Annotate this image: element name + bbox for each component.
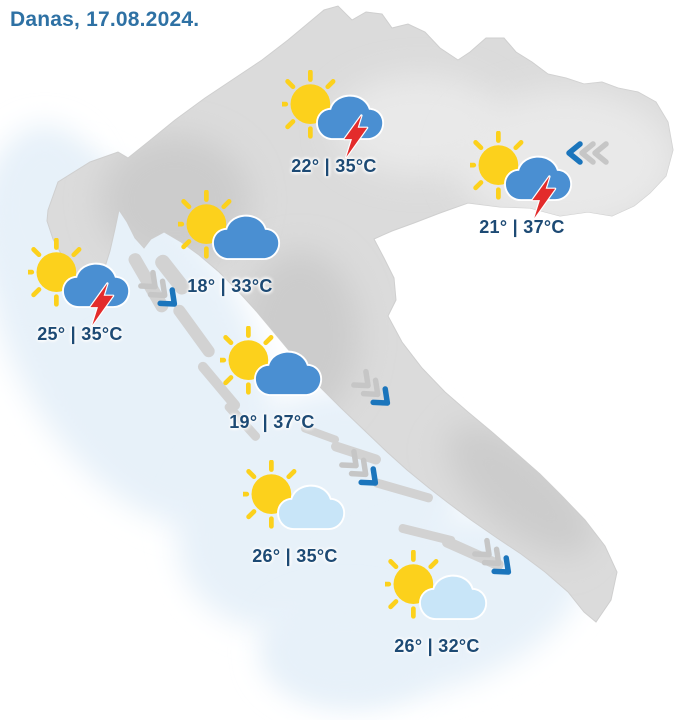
islands [128,253,504,571]
weather-station-kvarner-gorski-kotar: 18° | 33°C [164,190,296,297]
weather-condition-icon [282,70,385,159]
temperature-label: 22° | 35°C [291,156,377,176]
weather-station-istria-west-coast: 25° | 35°C [14,238,146,345]
wind-indicator-mid-dalmatia [339,448,387,486]
temperature-label: 19° | 37°C [229,412,315,432]
lightning-icon [89,282,115,327]
cloud-icon [277,484,346,531]
wind-chevrons-icon [566,141,609,165]
weather-station-northwest-interior: 22° | 35°C [268,70,400,177]
weather-condition-icon [385,550,488,621]
lightning-icon [531,175,557,220]
temperature-label: 25° | 35°C [37,324,123,344]
lightning-icon [343,114,369,159]
weather-station-middle-dalmatia: 26° | 35°C [229,460,361,567]
cloud-icon [254,350,323,397]
weather-condition-icon [470,131,573,220]
wind-indicator-kvarner [138,269,186,307]
temperature-label: 26° | 32°C [394,636,480,656]
temperature-label: 26° | 35°C [252,546,338,566]
weather-station-south-dalmatia: 26° | 32°C [371,550,503,657]
weather-condition-icon [28,238,131,327]
weather-condition-icon [178,190,281,261]
weather-station-central-hinterland: 19° | 37°C [206,326,338,433]
wind-chevrons-icon [138,269,178,307]
temperature-label: 18° | 33°C [187,276,273,296]
wind-indicator-central-coast [351,368,399,406]
forecast-date-title: Danas, 17.08.2024. [10,8,200,31]
wind-chevrons-icon [339,448,379,486]
wind-chevrons-icon [472,537,512,575]
cloud-icon [419,574,488,621]
cloud-icon [212,214,281,261]
weather-condition-icon [243,460,346,531]
temperature-label: 21° | 37°C [479,217,565,237]
wind-indicator-east [564,141,612,167]
wind-indicator-south-coast [472,537,520,575]
weather-condition-icon [220,326,323,397]
wind-chevrons-icon [351,368,391,406]
weather-station-east-slavonia: 21° | 37°C [456,131,588,238]
